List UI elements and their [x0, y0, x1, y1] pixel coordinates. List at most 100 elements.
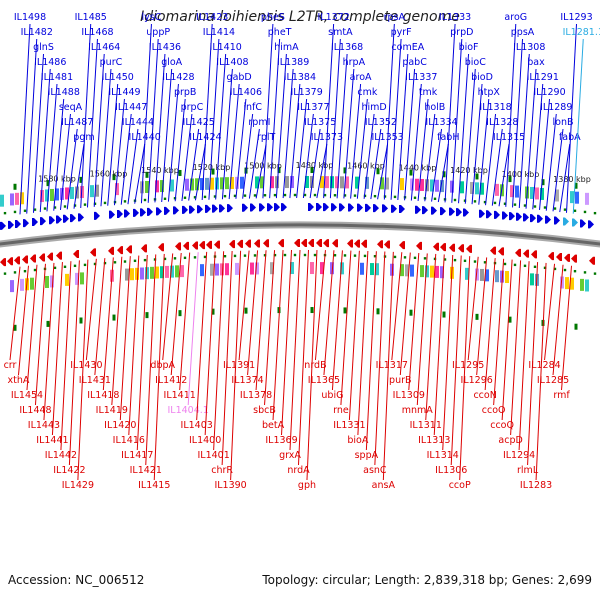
function-block-outer [0, 194, 4, 207]
tick-dot [563, 268, 567, 272]
forward-gene [15, 220, 21, 229]
top-leader-line [174, 98, 186, 202]
reverse-gene [301, 239, 307, 248]
bottom-leader-line [136, 254, 148, 451]
bottom-leader-line [501, 259, 513, 421]
top-leader-line [113, 98, 125, 206]
tick-dot [503, 202, 507, 205]
function-block-outer [365, 176, 369, 189]
function-block-outer [65, 187, 69, 200]
bottom-gene-label: IL1390 [214, 480, 246, 491]
bottom-leader-line [297, 249, 309, 466]
bottom-gene-label: rne [333, 405, 349, 416]
function-block-outer [160, 180, 164, 193]
top-leader-line [181, 113, 193, 201]
function-block-inner [475, 268, 479, 281]
bottom-leader-line [119, 256, 131, 421]
bottom-leader-line [26, 264, 38, 391]
top-gene-label: pheS [261, 12, 285, 23]
topology-label: Topology: circular; Length: 2,839,318 bp… [262, 573, 592, 587]
function-block-outer [220, 177, 224, 190]
bottom-gene-label: betA [262, 420, 285, 431]
function-block-outer [340, 176, 344, 189]
reverse-gene [158, 243, 164, 252]
forward-gene [348, 203, 354, 212]
bottom-gene-label: IL1443 [28, 420, 60, 431]
top-leader-line [228, 83, 240, 200]
bottom-gene-label: chrR [211, 465, 233, 476]
forward-gene [323, 203, 329, 212]
tick-dot [83, 263, 87, 267]
function-block-outer [55, 188, 59, 201]
bottom-gene-label: ccoP [449, 480, 471, 491]
top-gene-label: IL1468 [81, 27, 113, 38]
bottom-leader-line [221, 250, 233, 466]
function-block-inner [400, 264, 404, 277]
function-block-inner [405, 264, 409, 277]
tick-mark [475, 313, 479, 320]
bottom-leader-line [170, 252, 182, 376]
reverse-gene [498, 247, 504, 256]
forward-gene [357, 203, 363, 212]
kbp-label: 1520 kbp [193, 163, 231, 172]
bottom-gene-label: IL1417 [121, 450, 153, 461]
reverse-gene [466, 244, 472, 253]
top-leader-line [235, 98, 247, 199]
top-leader-line [491, 128, 503, 206]
top-leader-line [46, 83, 58, 212]
bottom-gene-label: ccoQ [490, 420, 514, 431]
forward-gene [49, 216, 55, 225]
function-block-outer [15, 192, 19, 205]
top-gene-label: IL1337 [405, 72, 437, 83]
bottom-gene-label: IL1295 [452, 360, 484, 371]
function-block-outer [200, 178, 204, 191]
function-block-outer [45, 189, 49, 202]
bottom-leader-line [179, 252, 191, 391]
bottom-leader-line [17, 265, 29, 376]
kbp-label: 1420 kbp [450, 166, 488, 175]
top-leader-line [262, 23, 274, 199]
tick-dot [93, 202, 97, 205]
forward-gene [242, 203, 248, 212]
bottom-gene-label: IL1400 [189, 435, 221, 446]
top-gene-label: uppP [146, 27, 170, 38]
function-block-inner [45, 275, 49, 288]
tick-dot [73, 264, 77, 268]
reverse-gene [229, 240, 235, 249]
bottom-leader-line [9, 266, 21, 361]
top-leader-line [559, 143, 571, 213]
function-block-outer [470, 181, 474, 194]
tick-dot [483, 200, 487, 204]
top-gene-label: pgm [73, 132, 94, 143]
tick-dot [553, 207, 557, 210]
function-block-outer [305, 176, 309, 189]
bottom-gene-label: IL1309 [393, 390, 425, 401]
forward-gene [156, 207, 162, 216]
forward-gene [572, 218, 578, 227]
forward-gene [94, 211, 100, 220]
top-gene-label: hrpA [343, 57, 366, 68]
function-block-outer [345, 176, 349, 189]
tick-mark [112, 314, 116, 321]
function-block-inner [370, 263, 374, 276]
bottom-leader-line [102, 257, 114, 391]
top-leader-line [188, 128, 200, 201]
reverse-gene [377, 240, 383, 249]
function-block-inner [530, 273, 534, 286]
tick-dot [3, 272, 7, 275]
function-block-outer [410, 178, 414, 191]
bottom-gene-label: IL1306 [435, 465, 467, 476]
tick-dot [323, 193, 327, 197]
function-block-inner [215, 263, 219, 276]
tick-dot [293, 193, 297, 197]
function-block-inner [220, 263, 224, 276]
function-block-outer [495, 183, 499, 196]
top-gene-label: IL1318 [479, 102, 511, 113]
tick-dot [513, 263, 517, 267]
tick-dot [193, 256, 197, 259]
forward-gene [494, 210, 500, 219]
function-block-inner [420, 265, 424, 278]
bottom-leader-line [111, 256, 123, 406]
function-block-outer [515, 185, 519, 198]
top-gene-label: holB [424, 102, 445, 113]
